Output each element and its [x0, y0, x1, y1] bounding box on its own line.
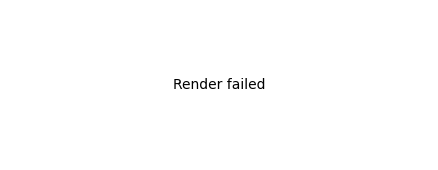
Text: Render failed: Render failed [173, 78, 265, 92]
